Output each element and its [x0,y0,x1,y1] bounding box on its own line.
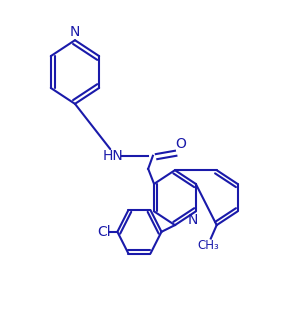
Text: N: N [70,25,80,39]
Text: CH₃: CH₃ [197,239,219,252]
Text: Cl: Cl [97,225,111,239]
Text: HN: HN [103,149,123,163]
Text: O: O [176,137,186,151]
Text: N: N [188,213,198,227]
